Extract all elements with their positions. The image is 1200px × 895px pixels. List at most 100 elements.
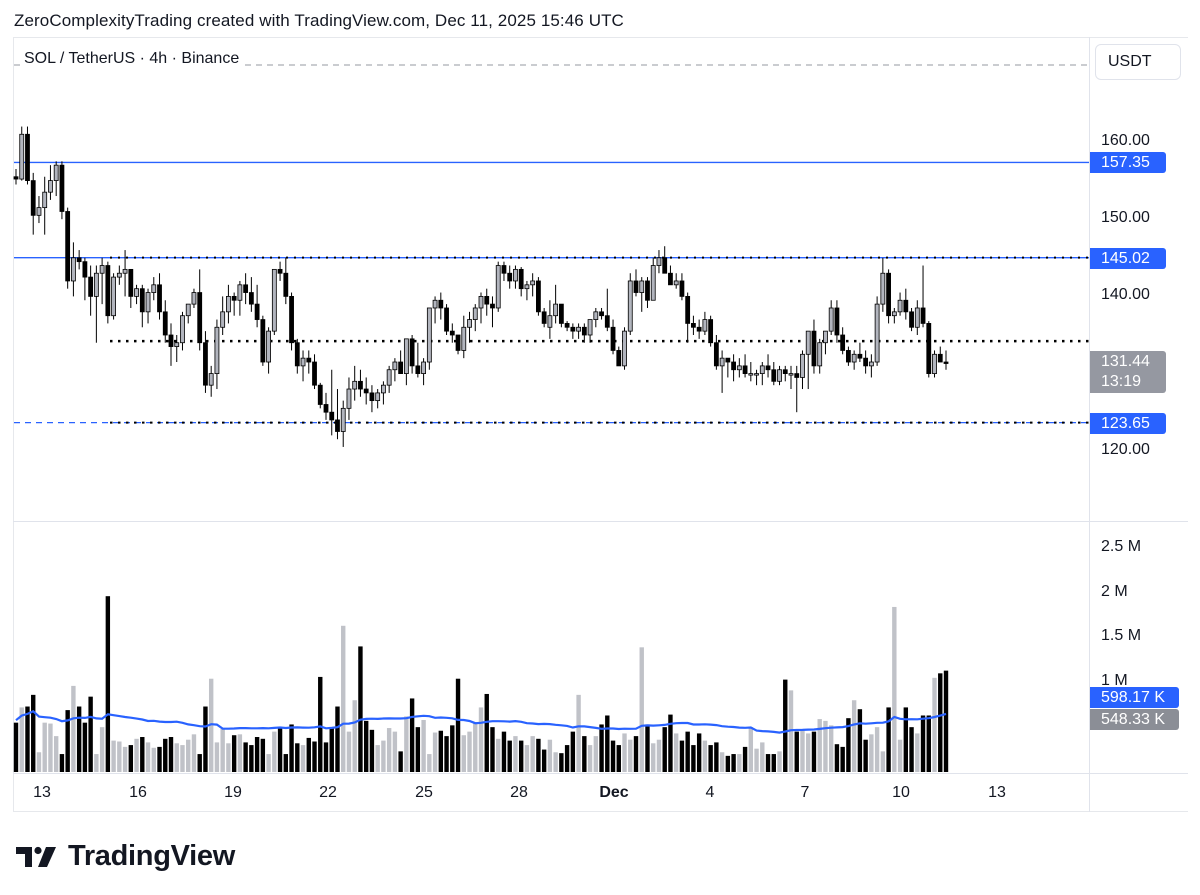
price-tick-label: 120.00 <box>1101 440 1150 458</box>
price-level-badge: 157.35 <box>1090 152 1166 174</box>
volume-bar <box>926 715 931 772</box>
volume-bar <box>243 742 248 772</box>
volume-bar <box>771 754 776 772</box>
price-scale-divider <box>1089 37 1090 812</box>
volume-bar <box>312 741 317 772</box>
volume-bar <box>134 738 139 772</box>
volume-bar <box>36 752 42 772</box>
candle-up <box>547 315 553 328</box>
volume-bar <box>369 729 375 772</box>
candle-up <box>673 280 679 286</box>
symbol-legend[interactable]: SOL / TetherUS · 4h · Binance <box>24 50 242 68</box>
volume-bar <box>530 736 535 772</box>
candle-up <box>36 207 42 216</box>
candle-up <box>111 276 116 317</box>
volume-bar <box>903 707 909 772</box>
candle-down <box>685 295 691 324</box>
volume-bar <box>180 745 185 772</box>
time-tick-label: 13 <box>988 784 1006 801</box>
candle-up <box>823 330 828 344</box>
volume-bar <box>186 739 191 772</box>
candle-up <box>208 373 214 386</box>
candle-up <box>777 369 782 382</box>
volume-bar <box>851 700 857 772</box>
candle-down <box>254 303 260 320</box>
candle-down <box>59 164 65 212</box>
volume-bar <box>783 679 788 772</box>
candle-up <box>403 338 409 374</box>
volume-bar <box>513 736 518 772</box>
volume-bar <box>794 731 799 772</box>
time-tick-label: 16 <box>129 784 147 801</box>
volume-bar <box>536 738 541 772</box>
candle-up <box>53 164 59 182</box>
volume-bar <box>226 743 231 772</box>
candle-down <box>13 176 19 180</box>
candle-down <box>243 284 249 293</box>
candle-down <box>886 272 891 317</box>
volume-bar <box>163 738 168 772</box>
candle-up <box>346 388 352 409</box>
candle-up <box>754 373 759 376</box>
candle-up <box>874 303 880 363</box>
volume-bar <box>691 745 696 772</box>
tradingview-logo[interactable]: TradingView <box>16 840 235 873</box>
volume-bar <box>892 606 897 772</box>
volume-bar <box>553 752 558 772</box>
candle-up <box>851 353 857 363</box>
candle-down <box>541 311 547 324</box>
candle-up <box>352 380 358 390</box>
candle-up <box>386 369 392 386</box>
candle-up <box>467 319 472 328</box>
volume-bar <box>306 737 311 772</box>
volume-bar <box>363 720 369 772</box>
candle-down <box>415 365 421 375</box>
volume-bar <box>737 754 742 772</box>
time-tick-label: 19 <box>224 784 242 801</box>
volume-bar <box>817 719 822 772</box>
candle-up <box>828 307 834 332</box>
candle-down <box>449 330 455 336</box>
volume-bar <box>318 676 323 772</box>
volume-bar <box>863 739 868 772</box>
candle-up <box>719 357 725 367</box>
volume-bar <box>386 728 392 772</box>
volume-bar <box>455 678 461 772</box>
time-tick-label: 25 <box>415 784 433 801</box>
volume-bar <box>266 754 271 772</box>
currency-button[interactable]: USDT <box>1095 44 1181 80</box>
volume-bar <box>874 727 880 772</box>
candle-down <box>834 307 840 336</box>
candle-down <box>105 265 111 317</box>
candle-down <box>668 272 673 286</box>
candle-up <box>426 307 432 363</box>
candle-down <box>771 369 777 382</box>
candle-down <box>662 257 668 274</box>
volume-bar <box>260 738 266 772</box>
volume-bar <box>731 754 736 772</box>
candle-down <box>398 361 404 374</box>
time-axis-divider <box>13 773 1188 774</box>
candle-up <box>180 315 185 344</box>
volume-bar <box>920 715 926 772</box>
candle-down <box>157 284 162 313</box>
volume-bar <box>490 727 495 772</box>
candle-down <box>633 280 639 293</box>
volume-bar <box>117 741 122 772</box>
volume-bar <box>289 724 294 772</box>
candle-down <box>782 369 788 374</box>
price-tick-label: 160.00 <box>1101 132 1150 149</box>
volume-bar <box>800 730 805 772</box>
candle-down <box>863 357 869 367</box>
pane-divider[interactable] <box>13 521 1188 522</box>
candle-down <box>909 311 914 328</box>
volume-bar <box>616 745 621 772</box>
candle-up <box>524 284 530 290</box>
volume-bar <box>518 740 524 772</box>
volume-bar <box>254 737 260 772</box>
volume-bar <box>300 745 306 772</box>
volume-bar <box>938 673 943 772</box>
volume-bar <box>168 737 174 772</box>
candle-down <box>742 365 748 375</box>
